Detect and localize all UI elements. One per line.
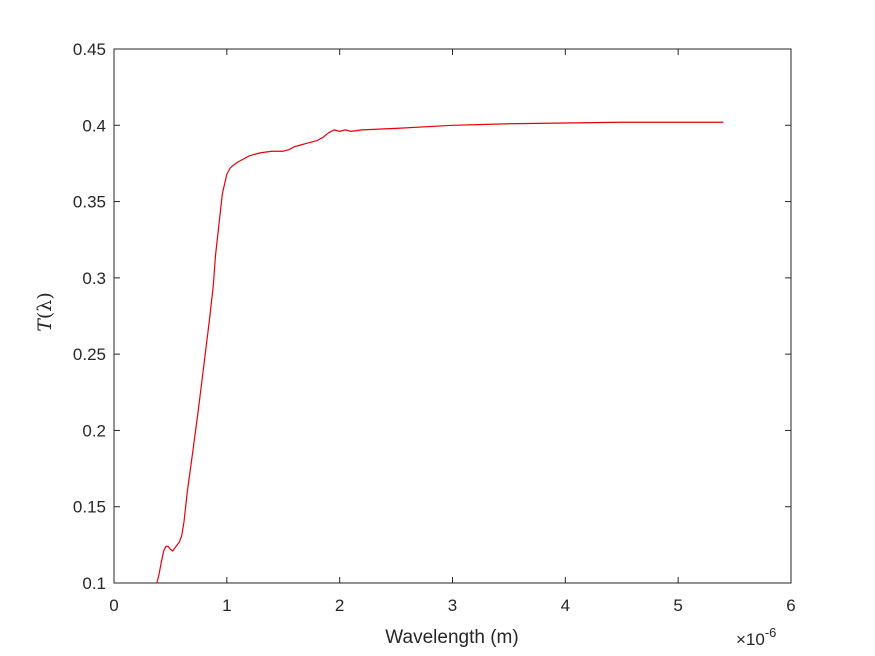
y-tick-labels: 0.1 0.15 0.2 0.25 0.3 0.35 0.4 0.45 [73, 40, 106, 593]
y-tick-label: 0.1 [82, 574, 106, 593]
y-tick-label: 0.2 [82, 421, 106, 440]
y-tick-label: 0.25 [73, 345, 106, 364]
y-tick-label: 0.3 [82, 269, 106, 288]
x-tick-labels: 0 1 2 3 4 5 6 [109, 596, 795, 615]
axes-frame [113, 48, 792, 584]
y-axis-label-var: T [34, 318, 56, 332]
y-axis-label-close: ) [34, 292, 56, 299]
x-tick-label: 1 [222, 596, 231, 615]
y-axis-label-symbol: λ [34, 300, 56, 312]
y-tick-label: 0.35 [73, 193, 106, 212]
series-layer [156, 121, 724, 584]
plot-area [114, 49, 791, 583]
y-tick-label: 0.15 [73, 498, 106, 517]
y-axis-label-open: ( [34, 312, 56, 319]
x-tick-label: 2 [335, 596, 344, 615]
x-tick-label: 4 [561, 596, 570, 615]
x-tick-label: 5 [673, 596, 682, 615]
x-tick-label: 6 [786, 596, 795, 615]
x-exponent-base: ×10 [736, 630, 765, 649]
y-axis-label: T(λ) [34, 292, 56, 332]
axis-ticks [113, 48, 792, 584]
y-tick-label: 0.45 [73, 40, 106, 59]
series-line [156, 121, 724, 584]
x-tick-label: 0 [109, 596, 118, 615]
x-axis-label: Wavelength (m) [385, 627, 518, 648]
x-axis-exponent: ×10-6 [736, 625, 776, 649]
x-exponent-power: -6 [765, 625, 777, 640]
y-tick-label: 0.4 [82, 116, 106, 135]
x-tick-label: 3 [448, 596, 457, 615]
